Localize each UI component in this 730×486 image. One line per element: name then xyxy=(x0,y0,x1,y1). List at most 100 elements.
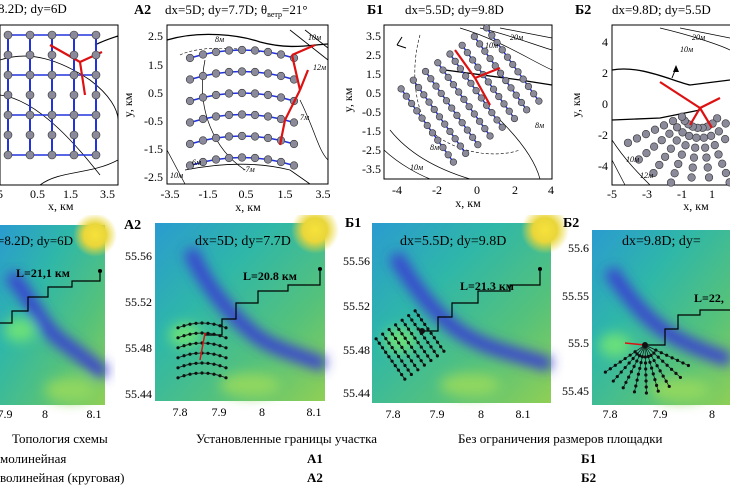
substation-dot xyxy=(419,328,425,334)
turbine-marker xyxy=(224,110,234,120)
bottom-a1-route-label: L=21,1 км xyxy=(16,266,70,280)
tick-label: 8.1 xyxy=(516,407,531,421)
turbine-marker xyxy=(677,150,686,159)
cable-line xyxy=(699,97,721,109)
tick-label: -0.5 xyxy=(144,114,163,128)
cable-line xyxy=(454,49,476,79)
top-a1-xticks: 5 0.5 1.5 3.5 xyxy=(0,187,115,201)
cable-line xyxy=(284,89,301,121)
cable-line xyxy=(199,332,206,361)
turbine-marker xyxy=(439,66,447,74)
top-b2-xticks: -5 -3 -1 1 xyxy=(607,187,715,201)
cable-line xyxy=(401,319,432,361)
bottom-panel-b1: Б1 dx=5.5D; dy=9.8D L=21.3 км 55.56 55.5… xyxy=(343,215,569,421)
turbine-marker xyxy=(91,130,101,140)
turbine-dot xyxy=(656,389,660,393)
bottom-b2-route-label: L=22, xyxy=(694,291,724,305)
turbine-marker xyxy=(91,110,101,120)
turbine-marker xyxy=(69,150,79,160)
turbine-dot xyxy=(212,352,216,356)
cable-line xyxy=(689,107,701,126)
turbine-marker xyxy=(463,126,471,134)
top-row-svg: 8.2D; dy=6D 5 0.5 1.5 3.5 x, км А2 dx=5D… xyxy=(0,1,730,214)
turbine-marker xyxy=(25,70,35,80)
bottom-b2-label: Б2 xyxy=(563,216,579,231)
turbine-marker xyxy=(224,89,234,98)
table-row-1-topology: молинейная xyxy=(0,451,67,466)
turbine-marker xyxy=(462,72,470,80)
bottom-a1-title: =8.2D; dy=6D xyxy=(0,233,73,248)
turbine-marker xyxy=(493,116,501,124)
top-a2-layout xyxy=(185,43,316,170)
turbine-marker xyxy=(650,142,659,151)
turbine-marker xyxy=(699,133,708,142)
tick-label: 8 xyxy=(259,405,265,419)
turbine-marker xyxy=(434,59,442,67)
top-panel-a1: 8.2D; dy=6D 5 0.5 1.5 3.5 x, км xyxy=(0,1,119,213)
substation-dot xyxy=(642,342,648,348)
bottom-b1-yticks: 55.56 55.52 55.48 55.44 xyxy=(343,254,370,400)
turbine-marker xyxy=(237,88,247,98)
turbine-marker xyxy=(250,46,260,55)
turbine-marker xyxy=(91,30,101,40)
turbine-marker xyxy=(666,178,676,187)
turbine-marker xyxy=(623,138,633,147)
turbine-marker xyxy=(435,113,444,121)
turbine-marker xyxy=(472,87,480,95)
turbine-marker xyxy=(250,153,260,163)
tick-label: 55.44 xyxy=(125,387,152,401)
turbine-marker xyxy=(641,129,651,139)
turbine-marker xyxy=(488,109,496,117)
cable-line xyxy=(644,344,689,366)
turbine-marker xyxy=(3,110,13,120)
contour-label: 6м xyxy=(192,158,201,167)
cable-line xyxy=(644,344,670,387)
bottom-a1-xticks: 7.9 8 8.1 xyxy=(0,407,102,421)
turbine-marker xyxy=(198,50,208,59)
turbine-marker xyxy=(446,50,454,58)
turbine-marker xyxy=(655,160,664,170)
tick-label: 0 xyxy=(474,183,480,197)
top-a2-contour-labels: 8м 10м 12м 7м 6м -7м 10м xyxy=(170,33,326,180)
turbine-marker xyxy=(437,89,445,98)
turbine-marker xyxy=(185,118,195,127)
turbine-dot xyxy=(182,334,186,338)
turbine-marker xyxy=(519,75,527,83)
turbine-marker xyxy=(47,50,57,60)
tick-label: 7.8 xyxy=(603,407,618,421)
turbine-marker xyxy=(659,121,669,130)
top-a2-title: dx=5D; dy=7.7D; θветр=21° xyxy=(165,2,308,19)
turbine-marker xyxy=(470,32,478,41)
bottom-b1-layout xyxy=(374,309,446,381)
turbine-marker xyxy=(482,24,491,32)
contour-label: 8м xyxy=(215,35,224,44)
table-header-bounded: Установленные границы участка xyxy=(196,431,377,446)
turbine-marker xyxy=(237,67,247,76)
table-row-2-unbounded: Б2 xyxy=(581,470,597,485)
turbine-marker xyxy=(413,107,421,115)
turbine-marker xyxy=(185,161,195,170)
tick-label: 8 xyxy=(42,407,48,421)
tick-label: 7.8 xyxy=(386,407,401,421)
top-b1-north-arrow xyxy=(396,36,407,49)
top-b2-xlabel: x, км xyxy=(683,199,709,213)
turbine-marker xyxy=(668,116,678,126)
turbine-marker xyxy=(475,117,484,125)
turbine-marker xyxy=(495,92,503,101)
turbine-dot xyxy=(182,324,186,328)
turbine-marker xyxy=(458,119,466,127)
turbine-marker xyxy=(462,149,470,158)
turbine-marker xyxy=(672,123,682,132)
turbine-marker xyxy=(250,110,260,120)
turbine-marker xyxy=(3,130,13,140)
turbine-marker xyxy=(721,168,730,178)
top-a1-frame xyxy=(0,24,119,186)
bottom-b1-xticks: 7.8 7.9 8 8.1 xyxy=(386,407,531,421)
turbine-marker xyxy=(634,155,643,164)
turbine-marker xyxy=(530,90,538,98)
bottom-a2-title: dx=5D; dy=7.7D xyxy=(195,234,291,249)
turbine-marker xyxy=(721,135,730,144)
turbine-marker xyxy=(224,67,234,77)
tick-label: 55.6 xyxy=(568,241,589,255)
top-panel-a2: А2 dx=5D; dy=7.7D; θветр=21° 8м 10м 12м … xyxy=(121,2,331,214)
